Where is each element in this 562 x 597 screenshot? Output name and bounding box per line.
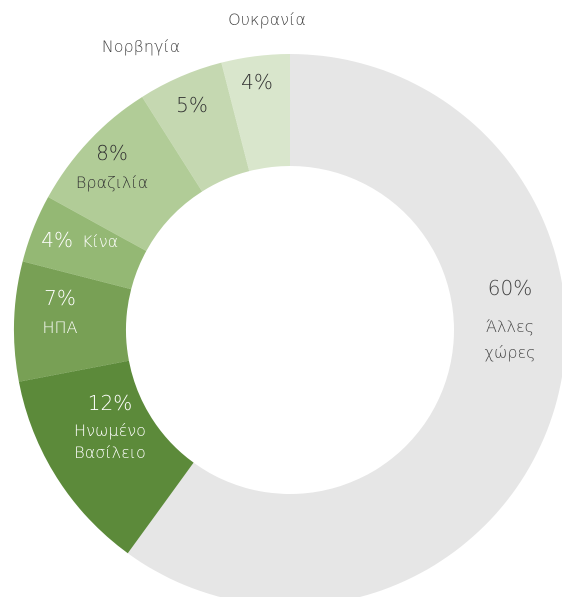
slice-1 [18,360,194,554]
slice-2 [14,261,132,382]
slice-0-label-line-1: χώρες [484,343,535,362]
slice-1-pct: 12% [88,391,132,415]
slice-2-label-line-0: ΗΠΑ [42,318,77,337]
slice-3 [22,197,147,290]
slice-6-label: Ουκρανία [228,10,306,29]
slices-group [14,54,562,597]
slice-0-label-line-0: Άλλες [486,317,534,336]
slice-4 [48,96,203,251]
labels-group: 60% Άλλες χώρες 12% Ηνωμένο Βασίλειο 7% ΗΠΑ 4% Κί… [41,10,535,462]
slice-1-label-line-1: Βασίλειο [74,443,145,462]
slice-2-pct: 7% [44,286,76,310]
slice-3-label: Κίνα [82,232,118,251]
slice-0 [127,54,562,597]
slice-0-pct: 60% [488,276,532,300]
slice-6 [221,54,290,172]
slice-4-pct: 8% [96,141,128,165]
slice-5 [142,62,250,192]
slice-4-label-line-0: Βραζιλία [76,173,148,192]
slice-3-pct: 4% [41,228,73,252]
slice-5-pct: 5% [176,93,208,117]
slice-6-pct: 4% [241,70,273,94]
slice-1-label-line-0: Ηνωμένο [74,421,146,440]
slice-5-label: Νορβηγία [102,37,180,56]
